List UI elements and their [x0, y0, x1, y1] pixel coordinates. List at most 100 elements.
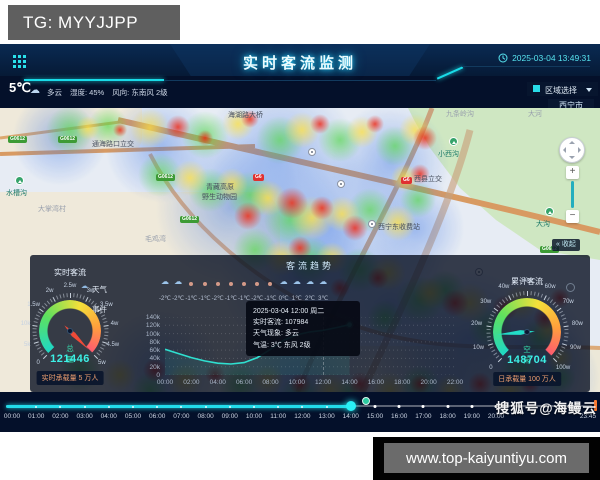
weather-row-icon: ☁	[81, 283, 88, 290]
gauge-hub	[67, 328, 73, 334]
zoom-out-button[interactable]: −	[566, 210, 579, 223]
gauge-tick-label: 80w	[571, 321, 583, 328]
gauge-tick	[563, 328, 568, 331]
gauge-tick	[489, 346, 494, 349]
timeline-dot	[518, 405, 522, 408]
gauge-tick	[58, 294, 61, 299]
gauge-tick-label: 5w	[97, 359, 106, 366]
timeline-label[interactable]: 19:00	[463, 413, 480, 420]
timeline-label[interactable]: 11:00	[270, 413, 287, 420]
gauge-capacity: 日承载量 100 万人	[493, 372, 561, 386]
timeline-label[interactable]: 13:00	[318, 413, 335, 420]
timeline-label[interactable]: 18:00	[439, 413, 456, 420]
map-pan-control[interactable]	[559, 137, 585, 163]
timeline-dot	[59, 405, 62, 408]
gauge-tick-label: 2w	[45, 287, 54, 294]
gauge-tick-label: 100w	[555, 365, 571, 372]
timeline-label[interactable]: 03:00	[76, 413, 93, 420]
gauge-tick	[40, 352, 45, 356]
gauge-tick	[46, 300, 50, 305]
gauge-tick	[486, 339, 492, 342]
timeline-dot	[421, 405, 425, 408]
chart-y-label: 100k	[145, 330, 160, 338]
timeline-label[interactable]: 14:00	[342, 413, 359, 420]
gauge-tick	[38, 349, 43, 353]
timeline-dot	[301, 405, 304, 408]
gauge-tick	[518, 291, 521, 296]
map-label: 毛鸡湾	[145, 236, 166, 243]
gauge-tick	[101, 344, 106, 347]
timeline-dot	[567, 405, 571, 408]
timeline-label[interactable]: 15:00	[366, 413, 384, 420]
timeline-dot	[132, 405, 134, 408]
region-select-label[interactable]: 区域选择	[545, 86, 577, 95]
timeline-label[interactable]: 16:00	[391, 413, 408, 420]
gauge-tick-label: 2.5w	[63, 283, 77, 289]
gauge-tick	[559, 349, 564, 353]
tooltip-weather: 天气现象: 多云	[253, 330, 299, 338]
poi-icon	[308, 148, 316, 156]
map-label: 小西沟	[438, 151, 459, 158]
chart-x-label: 04:00	[209, 379, 226, 386]
gauge-title: 累计客流	[511, 277, 543, 286]
timeline-dot	[107, 405, 110, 408]
apps-grid-icon[interactable]	[13, 55, 16, 58]
cloud-icon: ☁	[306, 277, 314, 286]
gauge-tick	[497, 357, 502, 363]
weather-temp: -1℃	[185, 296, 198, 302]
weather-temp: -1℃	[198, 296, 211, 302]
url-watermark-box: www.top-kaiyuntiyu.com	[384, 443, 589, 473]
timeline-label[interactable]: 09:00	[221, 413, 238, 420]
timeline-label[interactable]: 06:00	[149, 413, 166, 420]
map-label: 水槽沟	[6, 190, 27, 197]
collapse-button[interactable]: « 收起	[552, 239, 580, 251]
gauge-tick	[522, 291, 525, 296]
road-badge: G0612	[8, 136, 28, 143]
chevron-down-icon[interactable]	[586, 88, 592, 92]
weather-temp: -2℃	[211, 296, 224, 302]
time-slider[interactable]: 23:45 搜狐号@海鳗云 00:00 01:00 02:00 03:00 04:00 0…	[0, 392, 600, 432]
gauge-tick	[492, 352, 497, 356]
gauge-tick	[558, 310, 563, 314]
timeline-dot	[373, 405, 377, 408]
timeline-dot	[156, 405, 159, 408]
weather-row-label: 天气	[92, 285, 107, 294]
zoom-in-button[interactable]: +	[566, 166, 579, 179]
weather-temp: 1℃	[291, 296, 302, 302]
timeline-label[interactable]: 12:00	[294, 413, 311, 420]
gauge-title: 实时客流	[54, 268, 86, 277]
timeline-label[interactable]: 01:00	[28, 413, 45, 420]
park-poi-icon	[545, 207, 554, 216]
gauge-tick	[32, 328, 37, 330]
timeline-label[interactable]: 04:00	[100, 413, 117, 420]
timeline-label[interactable]: 20:00	[487, 413, 505, 420]
gauge-tick	[37, 311, 41, 315]
chart-y-label: 60k	[149, 347, 160, 355]
timeline-label[interactable]: 05:00	[124, 413, 142, 420]
chart-y-label: 140k	[145, 314, 160, 321]
gauge-tick	[97, 349, 102, 353]
region-checkbox-icon[interactable]	[533, 85, 540, 92]
region-select-box[interactable]	[527, 82, 598, 96]
timeline-label[interactable]: 00:00	[3, 413, 21, 420]
refresh-icon[interactable]	[566, 283, 575, 292]
gauge-tick	[82, 295, 85, 300]
sohu-watermark: 搜狐号@海鳗云	[495, 401, 597, 416]
sun-icon	[242, 282, 247, 286]
timeline-label[interactable]: 07:00	[173, 413, 190, 420]
timeline-label[interactable]: 02:00	[52, 413, 69, 420]
timeline-event-marker[interactable]	[362, 397, 370, 405]
timeline-handle[interactable]	[345, 401, 356, 411]
gauge-tick	[49, 298, 53, 303]
gauge-tick-label: 10w	[472, 344, 485, 351]
gauge-tick-label: 4.5w	[106, 341, 120, 348]
road-badge: G6	[401, 177, 412, 184]
gauge-tick	[34, 344, 39, 347]
gauge-tick	[529, 291, 532, 296]
timeline-label[interactable]: 10:00	[245, 413, 263, 420]
timeline-label[interactable]: 08:00	[197, 413, 214, 420]
gauge-tick	[62, 293, 65, 298]
zoom-slider[interactable]	[571, 181, 574, 208]
gauge-tick	[489, 314, 494, 317]
timeline-label[interactable]: 17:00	[415, 413, 432, 420]
